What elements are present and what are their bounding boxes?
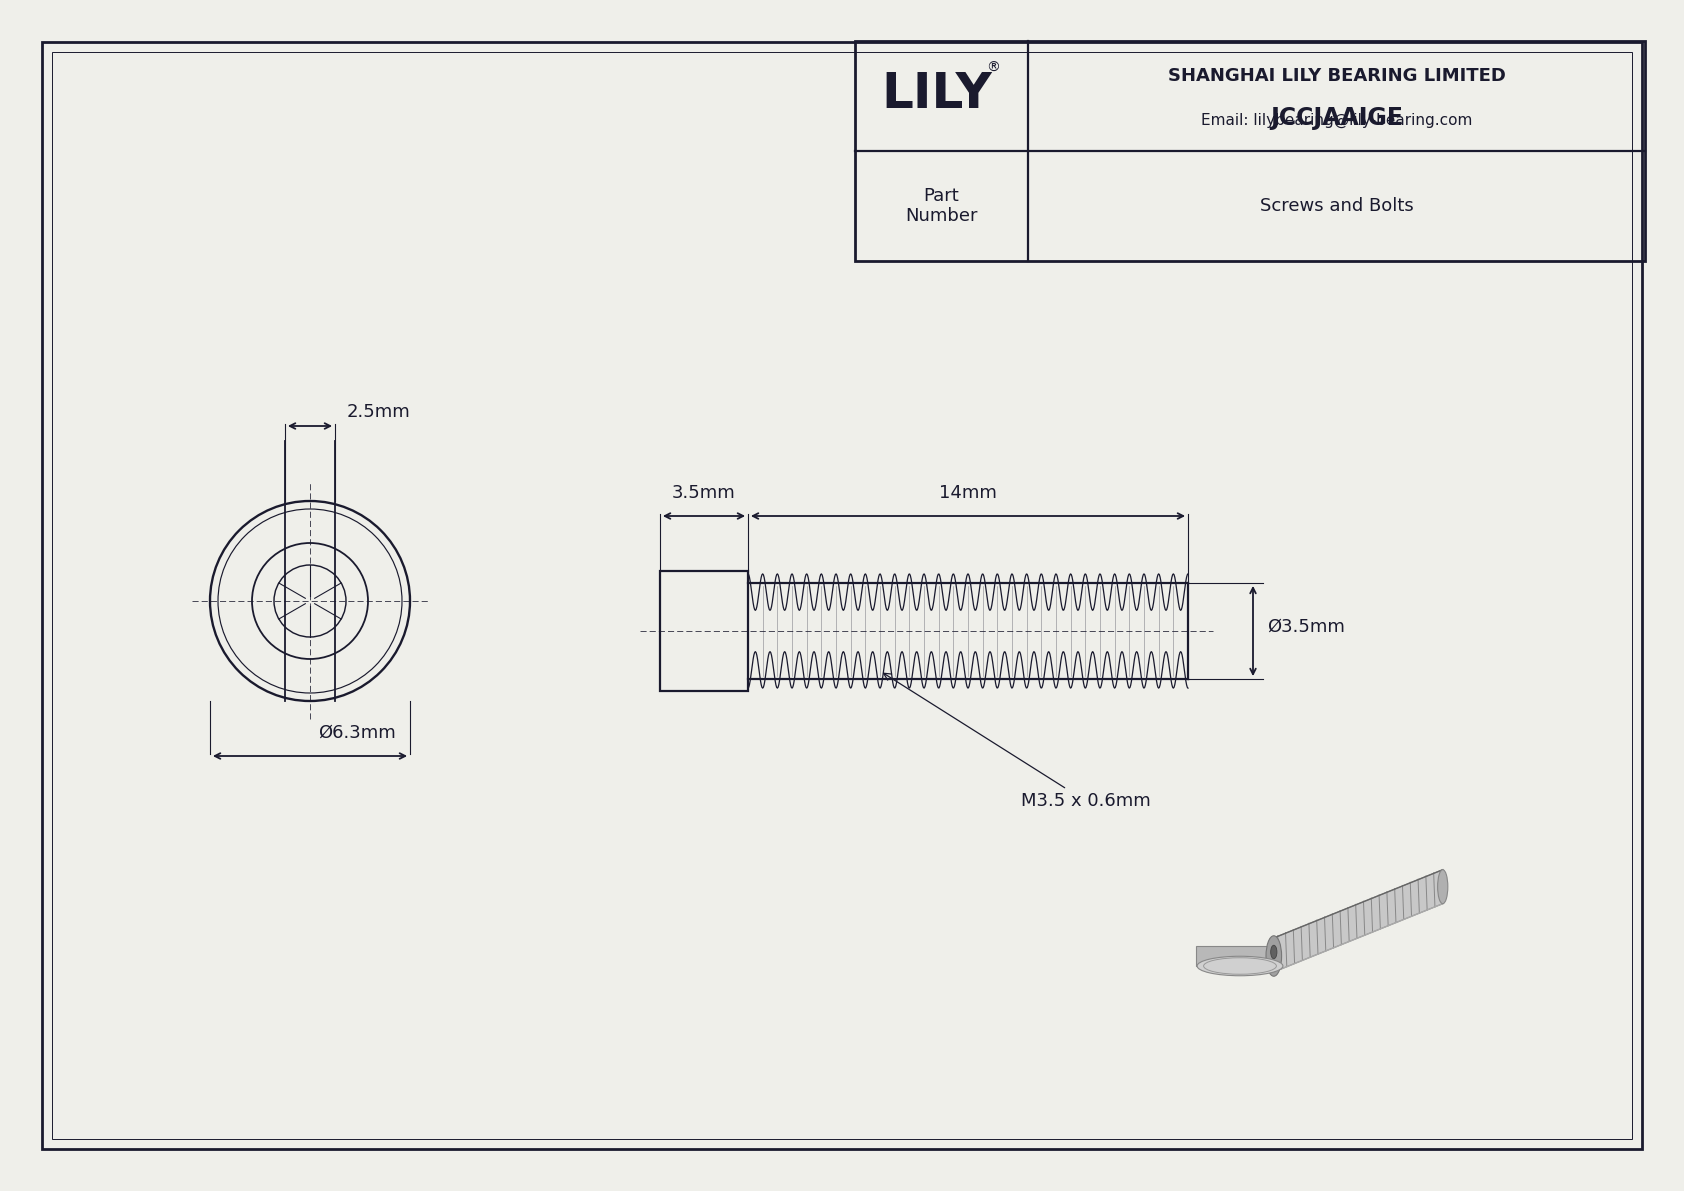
- Text: Email: lilybearing@lily-bearing.com: Email: lilybearing@lily-bearing.com: [1201, 113, 1472, 127]
- Text: 14mm: 14mm: [940, 484, 997, 501]
- Bar: [660, 570, 748, 691]
- Text: 2.5mm: 2.5mm: [347, 403, 411, 420]
- Ellipse shape: [1266, 936, 1282, 977]
- Text: ®: ®: [987, 61, 1000, 75]
- Text: JCCJAAIGE: JCCJAAIGE: [1270, 106, 1403, 130]
- Text: Ø6.3mm: Ø6.3mm: [318, 724, 396, 742]
- Text: SHANGHAI LILY BEARING LIMITED: SHANGHAI LILY BEARING LIMITED: [1167, 67, 1505, 86]
- Ellipse shape: [1438, 869, 1448, 904]
- Text: 3.5mm: 3.5mm: [672, 484, 736, 501]
- Ellipse shape: [1271, 946, 1276, 959]
- Text: Screws and Bolts: Screws and Bolts: [1260, 197, 1413, 216]
- Text: LILY: LILY: [881, 70, 992, 118]
- Text: M3.5 x 0.6mm: M3.5 x 0.6mm: [884, 673, 1150, 810]
- Ellipse shape: [1197, 956, 1283, 975]
- Bar: [855, 40, 1645, 261]
- Text: Part
Number: Part Number: [906, 187, 978, 225]
- Polygon shape: [1271, 869, 1443, 973]
- Text: Ø3.5mm: Ø3.5mm: [1266, 618, 1346, 636]
- Polygon shape: [1196, 946, 1273, 966]
